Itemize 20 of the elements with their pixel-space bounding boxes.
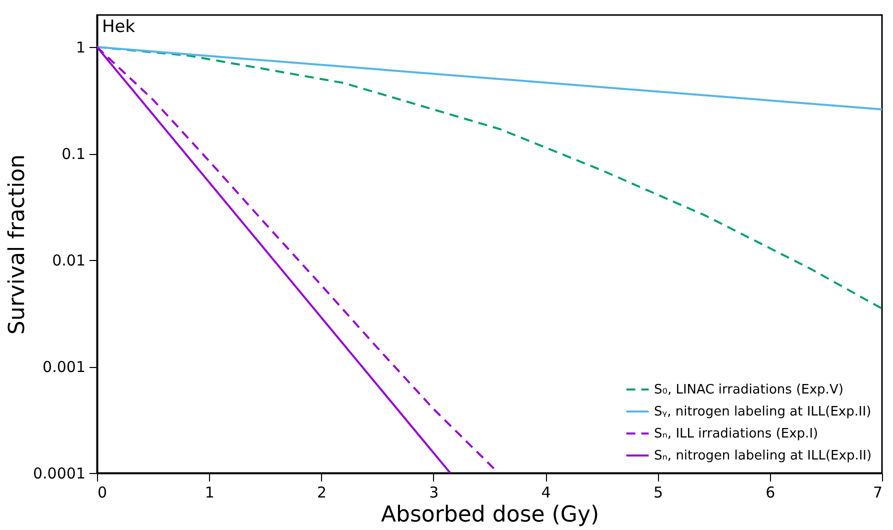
x-tick-label: 2: [317, 484, 327, 502]
x-tick-label: 4: [541, 484, 551, 502]
legend-label: S₀, LINAC irradiations (Exp.V): [654, 382, 844, 398]
x-tick-label: 6: [766, 484, 776, 502]
y-tick-label: 0.0001: [33, 464, 86, 482]
x-tick-label: 3: [429, 484, 439, 502]
annotation: Hek: [102, 17, 136, 37]
x-axis-title: Absorbed dose (Gy): [380, 502, 600, 528]
legend-label: Sᵧ, nitrogen labeling at ILL(Exp.II): [654, 404, 872, 420]
legend-label: Sₙ, nitrogen labeling at ILL(Exp.II): [654, 448, 872, 464]
x-tick-label: 7: [872, 484, 882, 502]
x-tick-label: 1: [204, 484, 214, 502]
y-tick-label: 1: [76, 38, 86, 57]
y-tick-label: 0.1: [62, 145, 86, 164]
legend-label: Sₙ, ILL irradiations (Exp.I): [654, 426, 818, 442]
x-tick-label: 0: [98, 484, 108, 502]
x-tick-label: 5: [653, 484, 663, 502]
y-tick-label: 0.01: [52, 252, 86, 270]
y-tick-label: 0.001: [42, 358, 86, 376]
y-axis-title: Survival fraction: [5, 154, 30, 335]
